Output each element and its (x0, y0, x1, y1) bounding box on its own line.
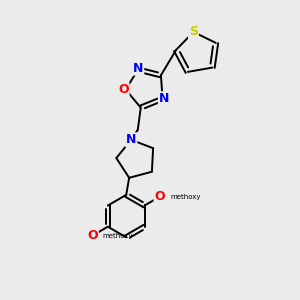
Text: S: S (189, 26, 198, 38)
Text: O: O (118, 83, 129, 96)
Text: O: O (154, 190, 165, 203)
Text: O: O (87, 229, 98, 242)
Text: N: N (159, 92, 169, 105)
Text: methoxy: methoxy (103, 232, 133, 238)
Text: N: N (133, 61, 143, 75)
Text: N: N (126, 133, 136, 146)
Text: methoxy: methoxy (170, 194, 201, 200)
